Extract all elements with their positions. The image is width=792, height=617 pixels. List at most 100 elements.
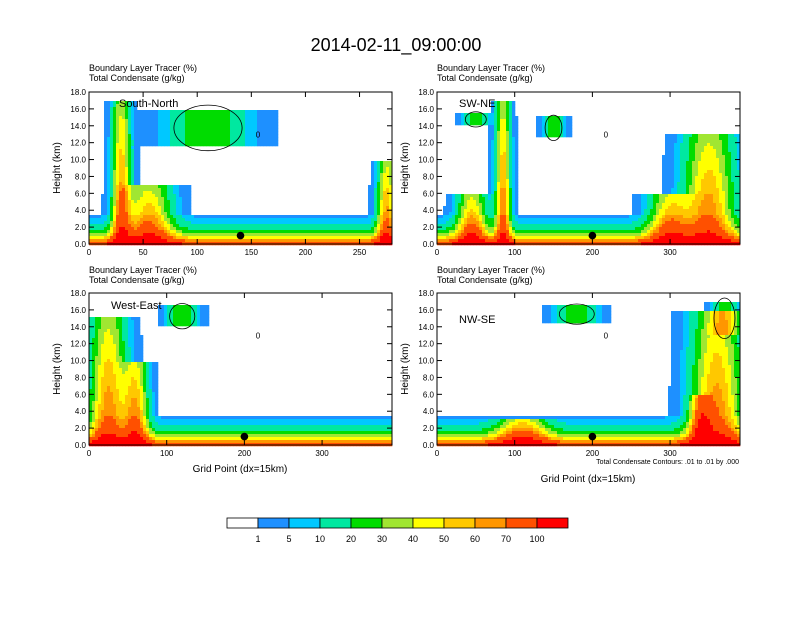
heatmap-cell — [494, 239, 497, 242]
heatmap-cell — [611, 227, 614, 230]
heatmap-cell — [203, 221, 206, 224]
heatmap-cell — [134, 236, 137, 239]
heatmap-cell — [659, 212, 662, 215]
heatmap-cell — [137, 185, 140, 188]
heatmap-cell — [188, 197, 191, 200]
heatmap-cell — [731, 176, 734, 179]
heatmap-cell — [284, 230, 287, 233]
heatmap-cell — [620, 239, 623, 242]
heatmap-cell — [497, 161, 500, 164]
heatmap-cell — [470, 218, 473, 221]
heatmap-cell — [131, 116, 134, 119]
heatmap-cell — [380, 236, 383, 239]
heatmap-cell — [644, 212, 647, 215]
heatmap-cell — [467, 227, 470, 230]
heatmap-cell — [386, 194, 389, 197]
heatmap-cell — [683, 230, 686, 233]
heatmap-cell — [485, 203, 488, 206]
heatmap-cell — [278, 215, 281, 218]
heatmap-cell — [128, 155, 131, 158]
heatmap-cell — [116, 179, 119, 182]
heatmap-cell — [95, 344, 98, 347]
heatmap-cell — [497, 185, 500, 188]
heatmap-cell — [173, 233, 176, 236]
heatmap-cell — [182, 218, 185, 221]
heatmap-cell — [137, 146, 140, 149]
heatmap-cell — [530, 239, 533, 242]
heatmap-cell — [368, 200, 371, 203]
heatmap-cell — [281, 215, 284, 218]
heatmap-cell — [719, 164, 722, 167]
heatmap-cell — [167, 122, 170, 125]
heatmap-cell — [299, 218, 302, 221]
heatmap-cell — [182, 206, 185, 209]
heatmap-cell — [710, 173, 713, 176]
heatmap-cell — [491, 128, 494, 131]
heatmap-cell — [587, 224, 590, 227]
heatmap-cell — [707, 197, 710, 200]
heatmap-cell — [161, 236, 164, 239]
heatmap-cell — [500, 146, 503, 149]
heatmap-cell — [539, 221, 542, 224]
heatmap-cell — [506, 131, 509, 134]
heatmap-cell — [560, 236, 563, 239]
heatmap-cell — [197, 215, 200, 218]
heatmap-cell — [146, 119, 149, 122]
heatmap-cell — [140, 131, 143, 134]
heatmap-cell — [488, 236, 491, 239]
heatmap-cell — [671, 176, 674, 179]
heatmap-cell — [701, 158, 704, 161]
heatmap-cell — [734, 236, 737, 239]
heatmap-cell — [722, 209, 725, 212]
heatmap-cell — [122, 125, 125, 128]
heatmap-cell — [470, 209, 473, 212]
heatmap-cell — [650, 233, 653, 236]
heatmap-cell — [128, 215, 131, 218]
heatmap-cell — [677, 161, 680, 164]
heatmap-cell — [92, 368, 95, 371]
heatmap-cell — [725, 200, 728, 203]
heatmap-cell — [95, 416, 98, 419]
heatmap-cell — [506, 209, 509, 212]
heatmap-cell — [725, 143, 728, 146]
heatmap-cell — [167, 221, 170, 224]
heatmap-cell — [509, 188, 512, 191]
heatmap-cell — [509, 119, 512, 122]
heatmap-cell — [140, 194, 143, 197]
heatmap-cell — [218, 233, 221, 236]
heatmap-cell — [551, 116, 554, 119]
heatmap-cell — [689, 212, 692, 215]
heatmap-cell — [269, 218, 272, 221]
heatmap-cell — [716, 188, 719, 191]
heatmap-cell — [209, 119, 212, 122]
heatmap-cell — [536, 116, 539, 119]
heatmap-cell — [563, 122, 566, 125]
heatmap-cell — [659, 206, 662, 209]
heatmap-cell — [707, 176, 710, 179]
heatmap-cell — [170, 140, 173, 143]
heatmap-cell — [548, 128, 551, 131]
heatmap-cell — [131, 152, 134, 155]
heatmap-cell — [638, 218, 641, 221]
heatmap-cell — [674, 152, 677, 155]
heatmap-cell — [116, 188, 119, 191]
heatmap-cell — [248, 134, 251, 137]
heatmap-cell — [257, 143, 260, 146]
heatmap-cell — [602, 236, 605, 239]
heatmap-cell — [722, 233, 725, 236]
heatmap-cell — [161, 239, 164, 242]
heatmap-cell — [698, 146, 701, 149]
heatmap-cell — [506, 161, 509, 164]
heatmap-cell — [383, 191, 386, 194]
heatmap-cell — [500, 107, 503, 110]
heatmap-cell — [245, 119, 248, 122]
heatmap-cell — [113, 155, 116, 158]
heatmap-cell — [470, 224, 473, 227]
heatmap-cell — [182, 188, 185, 191]
heatmap-cell — [722, 239, 725, 242]
heatmap-cell — [110, 116, 113, 119]
heatmap-cell — [137, 182, 140, 185]
heatmap-cell — [734, 137, 737, 140]
heatmap-cell — [224, 128, 227, 131]
heatmap-cell — [551, 128, 554, 131]
